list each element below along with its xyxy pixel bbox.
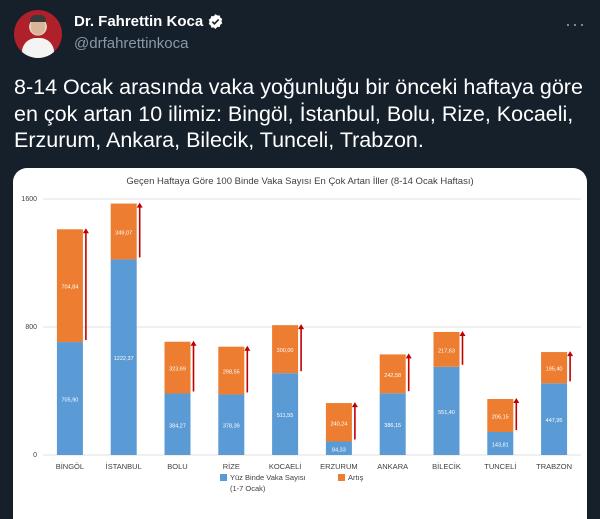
- bar-base: [218, 394, 245, 455]
- data-label-base: 705,90: [61, 398, 78, 404]
- legend-label-increase: Artış: [348, 473, 364, 482]
- y-tick-label: 1600: [21, 196, 37, 203]
- data-label-increase: 323,69: [169, 367, 186, 373]
- data-label-increase: 242,58: [384, 373, 401, 379]
- y-tick-label: 0: [33, 452, 37, 459]
- data-label-increase: 217,63: [438, 348, 455, 354]
- data-label-increase: 300,00: [277, 348, 294, 354]
- data-label-increase: 349,07: [115, 230, 132, 236]
- increase-arrow-head: [567, 351, 574, 357]
- data-label-base: 1222,37: [114, 356, 134, 362]
- increase-arrow-head: [82, 228, 89, 234]
- bar-increase: [541, 352, 568, 384]
- more-icon[interactable]: ···: [565, 14, 586, 34]
- tweet-text: 8-14 Ocak arasında vaka yoğunluğu bir ön…: [14, 75, 583, 152]
- increase-arrow-head: [351, 402, 358, 408]
- bar-base: [325, 441, 352, 455]
- bar-increase: [379, 354, 406, 394]
- increase-arrow-head: [190, 340, 197, 346]
- tweet-header: Dr. Fahrettin Koca @drfahrettinkoca ···: [14, 10, 586, 58]
- data-label-base: 551,40: [438, 410, 455, 416]
- verified-badge-icon: [207, 13, 224, 30]
- chart-image[interactable]: Geçen Haftaya Göre 100 Binde Vaka Sayısı…: [13, 168, 587, 519]
- increase-arrow-head: [513, 398, 520, 404]
- author-line: Dr. Fahrettin Koca: [74, 13, 224, 30]
- data-label-increase: 298,55: [223, 370, 240, 376]
- x-tick-label: KOCAELİ: [269, 462, 302, 471]
- x-tick-label: İSTANBUL: [106, 462, 142, 471]
- data-label-base: 84,33: [332, 447, 346, 453]
- author-handle[interactable]: @drfahrettinkoca: [74, 35, 189, 52]
- increase-arrow-head: [136, 202, 143, 208]
- bar-increase: [56, 229, 83, 343]
- data-label-base: 378,39: [223, 424, 240, 430]
- x-tick-label: TUNCELİ: [484, 462, 516, 471]
- legend-label-base: Yüz Binde Vaka Sayısı: [230, 473, 306, 482]
- bar-base: [272, 373, 299, 455]
- increase-arrow-head: [244, 345, 251, 351]
- bar-chart: Geçen Haftaya Göre 100 Binde Vaka Sayısı…: [21, 176, 581, 493]
- legend-swatch-increase: [338, 474, 345, 481]
- y-tick-label: 800: [25, 324, 37, 331]
- bar-base: [164, 393, 191, 455]
- increase-arrow-head: [405, 353, 412, 359]
- avatar[interactable]: [14, 10, 62, 58]
- bar-base: [541, 383, 568, 455]
- data-label-base: 511,55: [277, 413, 293, 419]
- bar-increase: [433, 331, 460, 367]
- data-label-increase: 704,84: [61, 285, 78, 291]
- bar-base: [110, 259, 137, 455]
- author-name[interactable]: Dr. Fahrettin Koca: [74, 13, 204, 30]
- x-tick-label: BİNGÖL: [56, 462, 84, 471]
- increase-arrow-head: [298, 324, 305, 330]
- data-label-increase: 195,40: [546, 367, 563, 373]
- x-tick-label: ERZURUM: [320, 462, 358, 471]
- bar-base: [487, 431, 514, 455]
- legend-swatch-base: [220, 474, 227, 481]
- bar-increase: [164, 341, 191, 394]
- bar-increase: [487, 399, 514, 432]
- bar-base: [379, 393, 406, 455]
- bar-increase: [218, 346, 245, 395]
- chart-title: Geçen Haftaya Göre 100 Binde Vaka Sayısı…: [126, 176, 473, 187]
- data-label-base: 143,81: [492, 442, 509, 448]
- increase-arrow-head: [459, 330, 466, 336]
- data-label-base: 447,95: [546, 418, 563, 424]
- data-label-increase: 240,24: [330, 421, 347, 427]
- data-label-increase: 206,15: [492, 414, 509, 420]
- x-tick-label: ANKARA: [377, 462, 408, 471]
- data-label-base: 384,27: [169, 423, 186, 429]
- data-label-base: 386,15: [384, 423, 401, 429]
- x-tick-label: RİZE: [223, 462, 240, 471]
- bar-increase: [272, 325, 299, 374]
- x-tick-label: TRABZON: [536, 462, 572, 471]
- bar-increase: [325, 403, 352, 442]
- x-tick-label: BİLECİK: [432, 462, 461, 471]
- legend-label-base-period: (1-7 Ocak): [230, 484, 266, 493]
- bar-base: [433, 366, 460, 455]
- bar-increase: [110, 203, 137, 260]
- x-tick-label: BOLU: [167, 462, 187, 471]
- bar-base: [56, 342, 83, 455]
